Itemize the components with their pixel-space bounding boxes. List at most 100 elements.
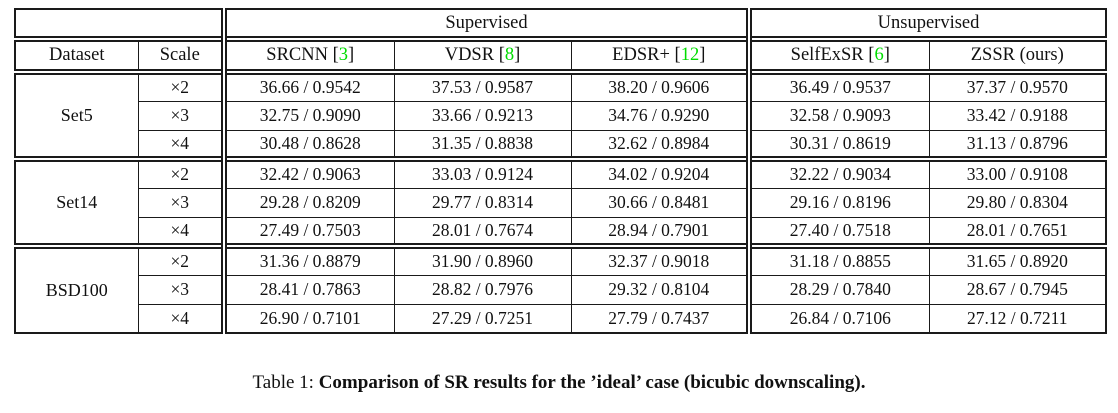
value-cell: 32.37 / 0.9018 (570, 245, 750, 276)
scale-cell: ×2 (137, 71, 225, 102)
value-cell: 27.49 / 0.7503 (221, 216, 395, 247)
table-row: ×4 27.49 / 0.7503 28.01 / 0.7674 28.94 /… (15, 216, 1107, 247)
method-name: ZSSR (970, 45, 1020, 65)
citation-number: 3 (338, 45, 349, 65)
column-header-dataset: Dataset (14, 38, 139, 73)
value-cell: 29.28 / 0.8209 (221, 187, 395, 218)
column-header-srcnn: SRCNN [3] (221, 38, 395, 73)
value-cell: 31.90 / 0.8960 (393, 245, 572, 276)
value-cell: 36.49 / 0.9537 (746, 71, 930, 102)
table-row: Set14 ×2 32.42 / 0.9063 33.03 / 0.9124 3… (14, 158, 1107, 247)
dataset-group-set5: Set5 ×2 36.66 / 0.9542 37.53 / 0.9587 38… (14, 71, 1107, 160)
method-name: EDSR+ (612, 45, 675, 65)
group-header-unsupervised: Unsupervised (746, 8, 1107, 40)
value-cell: 33.00 / 0.9108 (928, 158, 1107, 189)
scale-cell: ×4 (137, 216, 225, 247)
citation-bracket: ] (348, 45, 355, 65)
value-cell: 29.32 / 0.8104 (570, 274, 750, 305)
value-cell: 29.80 / 0.8304 (928, 187, 1107, 218)
value-cell: 31.65 / 0.8920 (928, 245, 1107, 276)
dataset-group-set14: Set14 ×2 32.42 / 0.9063 33.03 / 0.9124 3… (14, 158, 1107, 247)
value-cell: 26.90 / 0.7101 (221, 303, 395, 334)
citation-bracket: [ (332, 45, 339, 65)
value-cell: 34.02 / 0.9204 (570, 158, 750, 189)
value-cell: 31.35 / 0.8838 (393, 129, 572, 160)
column-header-selfexsr: SelfExSR [6] (746, 38, 930, 73)
table-row: Set5 ×2 36.66 / 0.9542 37.53 / 0.9587 38… (14, 71, 1107, 160)
value-cell: 27.79 / 0.7437 (570, 303, 750, 334)
value-cell: 28.01 / 0.7651 (928, 216, 1107, 247)
citation-bracket: [ (674, 45, 681, 65)
citation-bracket: ] (883, 45, 890, 65)
value-cell: 29.77 / 0.8314 (393, 187, 572, 218)
value-cell: 30.66 / 0.8481 (570, 187, 750, 218)
value-cell: 31.13 / 0.8796 (928, 129, 1107, 160)
table-row: Dataset Scale SRCNN [3] VDSR [8] EDSR+ [… (14, 38, 1107, 73)
caption-text: Comparison of SR results for the ’ideal’… (318, 372, 866, 393)
group-header-supervised: Supervised (220, 8, 750, 40)
citation-bracket: ] (699, 45, 706, 65)
citation-bracket: ] (514, 45, 521, 65)
value-cell: 28.82 / 0.7976 (393, 274, 572, 305)
value-cell: 28.94 / 0.7901 (570, 216, 750, 247)
dataset-cell: Set14 (14, 158, 139, 247)
dataset-group-bsd100: BSD100 ×2 31.36 / 0.8879 31.90 / 0.8960 … (14, 245, 1107, 334)
scale-cell: ×4 (137, 129, 225, 160)
value-cell: 28.67 / 0.7945 (928, 274, 1107, 305)
citation-bracket: [ (868, 45, 875, 65)
value-cell: 31.18 / 0.8855 (746, 245, 930, 276)
value-cell: 28.01 / 0.7674 (393, 216, 572, 247)
value-cell: 27.40 / 0.7518 (746, 216, 930, 247)
value-cell: 37.53 / 0.9587 (393, 71, 572, 102)
value-cell: 33.42 / 0.9188 (928, 100, 1107, 131)
scale-cell: ×3 (137, 274, 225, 305)
value-cell: 34.76 / 0.9290 (570, 100, 750, 131)
value-cell: 28.41 / 0.7863 (221, 274, 395, 305)
value-cell: 29.16 / 0.8196 (746, 187, 930, 218)
table-row: ×4 30.48 / 0.8628 31.35 / 0.8838 32.62 /… (15, 129, 1107, 160)
results-table: Supervised Unsupervised Dataset Scale SR… (14, 8, 1108, 334)
value-cell: 28.29 / 0.7840 (746, 274, 930, 305)
table-caption: Table 1: Comparison of SR results for th… (0, 372, 1118, 394)
dataset-cell: Set5 (14, 71, 139, 160)
table-row: ×3 29.28 / 0.8209 29.77 / 0.8314 30.66 /… (15, 187, 1107, 218)
value-cell: 30.31 / 0.8619 (746, 129, 930, 160)
value-cell: 26.84 / 0.7106 (746, 303, 930, 334)
value-cell: 27.29 / 0.7251 (393, 303, 572, 334)
scale-cell: ×4 (137, 303, 225, 334)
scale-cell: ×3 (137, 100, 225, 131)
value-cell: 32.22 / 0.9034 (746, 158, 930, 189)
table-row: BSD100 ×2 31.36 / 0.8879 31.90 / 0.8960 … (14, 245, 1107, 334)
column-header-vdsr: VDSR [8] (393, 38, 572, 73)
column-header-scale: Scale (137, 38, 225, 73)
value-cell: 38.20 / 0.9606 (570, 71, 750, 102)
value-cell: 33.66 / 0.9213 (393, 100, 572, 131)
method-name: SelfExSR (790, 45, 869, 65)
value-cell: 33.03 / 0.9124 (393, 158, 572, 189)
method-suffix: (ours) (1019, 45, 1064, 65)
value-cell: 32.75 / 0.9090 (221, 100, 395, 131)
method-name: VDSR (444, 45, 499, 65)
value-cell: 32.42 / 0.9063 (221, 158, 395, 189)
corner-empty-cell (14, 8, 225, 40)
table-row: ×3 28.41 / 0.7863 28.82 / 0.7976 29.32 /… (15, 274, 1107, 305)
value-cell: 37.37 / 0.9570 (928, 71, 1107, 102)
method-name: SRCNN (266, 45, 333, 65)
value-cell: 32.62 / 0.8984 (570, 129, 750, 160)
value-cell: 27.12 / 0.7211 (928, 303, 1107, 334)
value-cell: 36.66 / 0.9542 (221, 71, 395, 102)
caption-label: Table 1: (252, 372, 319, 393)
value-cell: 31.36 / 0.8879 (221, 245, 395, 276)
table-row: Supervised Unsupervised (14, 8, 1107, 40)
citation-number: 6 (874, 45, 884, 65)
citation-number: 12 (680, 45, 700, 65)
table-row: ×3 32.75 / 0.9090 33.66 / 0.9213 34.76 /… (15, 100, 1107, 131)
column-header-zssr: ZSSR (ours) (928, 38, 1107, 73)
dataset-cell: BSD100 (14, 245, 139, 334)
column-header-edsr: EDSR+ [12] (570, 38, 750, 73)
citation-bracket: [ (498, 45, 505, 65)
value-cell: 32.58 / 0.9093 (746, 100, 930, 131)
scale-cell: ×3 (137, 187, 225, 218)
scale-cell: ×2 (137, 245, 225, 276)
